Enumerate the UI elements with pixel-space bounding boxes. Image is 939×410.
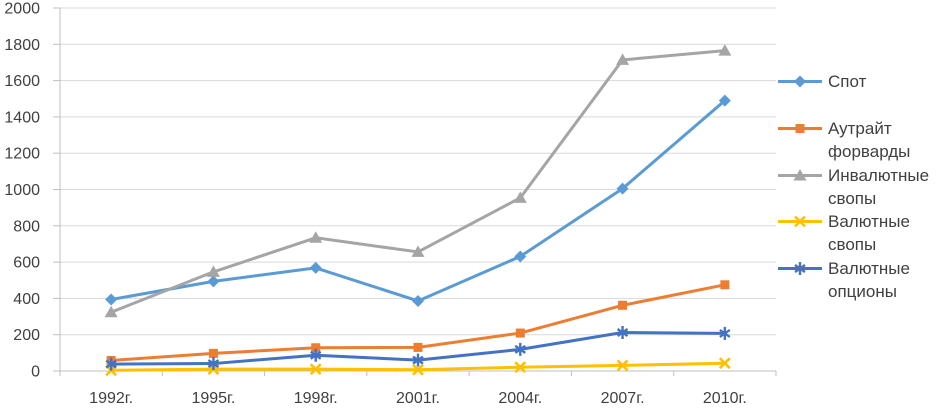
triangle-marker-icon: [206, 265, 220, 277]
x-axis-label: 2001г.: [396, 390, 440, 407]
triangle-marker-icon: [513, 191, 527, 203]
y-axis-label: 400: [13, 291, 40, 308]
y-axis-label: 2000: [4, 1, 40, 18]
triangle-marker-icon: [104, 305, 118, 318]
y-axis-label: 600: [13, 255, 40, 272]
y-axis-label: 1400: [4, 109, 40, 126]
square-marker-icon: [515, 328, 525, 338]
x-marker-icon: [412, 363, 424, 376]
x-marker-icon: [514, 361, 527, 374]
x-axis-label: 1998г.: [294, 390, 338, 407]
y-axis-label: 1800: [4, 37, 40, 54]
triangle-marker-icon: [718, 44, 732, 56]
y-axis-label: 800: [13, 218, 40, 235]
y-axis-label: 1600: [4, 73, 40, 90]
asterisk-marker-icon: [616, 326, 629, 340]
square-marker-icon: [618, 300, 628, 310]
series-square: [106, 280, 730, 365]
y-axis-label: 1200: [4, 146, 40, 163]
diamond-marker-icon: [616, 182, 629, 195]
square-marker-icon: [413, 342, 423, 352]
triangle-marker-icon: [616, 53, 630, 65]
y-axis-label: 200: [13, 327, 40, 344]
asterisk-marker-icon: [412, 353, 424, 367]
x-axis-label: 1992г.: [89, 390, 133, 407]
diamond-marker-icon: [412, 294, 424, 307]
diamond-marker-icon: [105, 293, 118, 306]
diamond-marker-icon: [207, 275, 220, 288]
x-axis-label: 2004г.: [498, 390, 542, 407]
diamond-marker-icon: [309, 261, 322, 274]
triangle-marker-icon: [309, 231, 323, 243]
x-axis-label: 2007г.: [601, 390, 645, 407]
asterisk-marker-icon: [207, 357, 220, 371]
diamond-marker-icon: [718, 94, 731, 107]
triangle-marker-icon: [411, 245, 425, 257]
asterisk-marker-icon: [719, 326, 731, 340]
series-triangle: [104, 44, 732, 318]
x-axis-label: 1995г.: [191, 390, 235, 407]
series-diamond: [105, 94, 731, 307]
y-axis-label: 1000: [4, 182, 40, 199]
square-marker-icon: [208, 348, 218, 358]
series-asterisk: [105, 326, 731, 371]
series-line: [109, 99, 727, 303]
x-marker-icon: [309, 363, 322, 376]
square-marker-icon: [720, 280, 730, 290]
x-marker-icon: [616, 359, 629, 372]
asterisk-marker-icon: [105, 357, 117, 371]
asterisk-marker-icon: [310, 348, 322, 362]
diamond-marker-icon: [514, 250, 527, 263]
x-axis-label: 2010г.: [703, 390, 747, 407]
square-marker-icon: [311, 343, 321, 353]
asterisk-marker-icon: [514, 342, 526, 356]
x-marker-icon: [718, 357, 731, 370]
y-axis-label: 0: [31, 364, 40, 381]
